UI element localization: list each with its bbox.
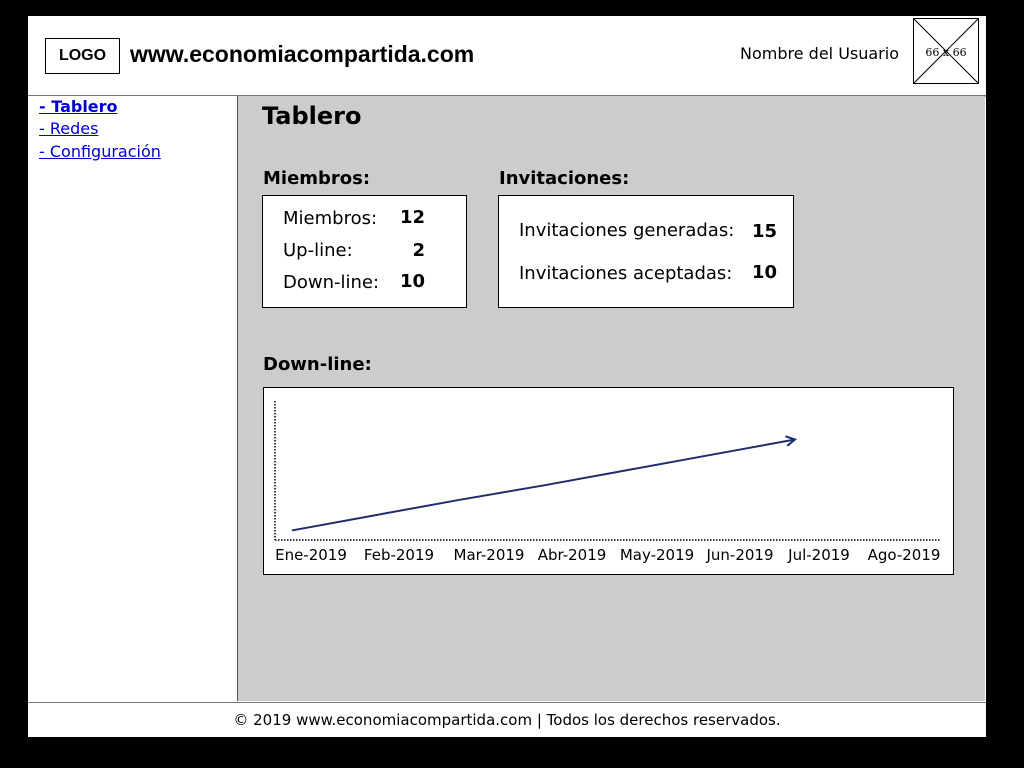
sidebar: - Tablero - Redes - Configuración [28,96,238,701]
x-tick-label: Abr-2019 [538,546,607,564]
header: LOGO www.economiacompartida.com Nombre d… [28,16,986,97]
invitations-accepted-value: 10 [751,262,777,283]
avatar-size-label: 66 x 66 [925,46,967,59]
upline-value: 2 [412,240,425,261]
members-heading: Miembros: [263,168,371,189]
arrow-head-icon [785,435,798,447]
site-title: www.economiacompartida.com [130,41,475,67]
invitations-generated-value: 15 [751,221,777,242]
footer: © 2019 www.economiacompartida.com | Todo… [28,702,986,737]
x-tick-label: May-2019 [620,546,694,564]
main-content: Tablero Miembros: Miembros: 12 Up-line: … [238,96,985,701]
sidebar-item-tablero[interactable]: - Tablero [39,97,118,116]
invitations-card: Invitaciones generadas: 15 Invitaciones … [498,195,794,308]
sidebar-item-configuracion[interactable]: - Configuración [39,142,161,161]
upline-label: Up-line: [283,240,353,261]
x-tick-label: Ago-2019 [868,546,941,564]
invitations-generated-label: Invitaciones generadas: [519,220,735,241]
invitations-heading: Invitaciones: [499,168,630,189]
sidebar-item-redes[interactable]: - Redes [39,119,99,138]
invitations-accepted-label: Invitaciones aceptadas: [519,263,733,284]
downline-value: 10 [399,271,425,292]
avatar[interactable]: 66 x 66 [913,18,979,84]
avatar-placeholder-icon [914,19,978,83]
downline-chart-card: Ene-2019 Feb-2019 Mar-2019 Abr-2019 May-2019… [263,387,954,575]
x-tick-label: Mar-2019 [454,546,525,564]
x-tick-label: Feb-2019 [364,546,434,564]
page-title: Tablero [262,102,362,130]
user-name[interactable]: Nombre del Usuario [740,44,899,63]
x-tick-label: Ene-2019 [275,546,347,564]
downline-chart: Ene-2019 Feb-2019 Mar-2019 Abr-2019 May-2019… [274,401,941,564]
series-line [291,438,796,532]
members-label: Miembros: [283,208,378,229]
downline-chart-heading: Down-line: [263,354,372,375]
logo[interactable]: LOGO [45,38,120,74]
x-tick-label: Jun-2019 [705,546,773,564]
members-card: Miembros: 12 Up-line: 2 Down-line: 10 [262,195,467,308]
members-value: 12 [399,207,425,228]
page: LOGO www.economiacompartida.com Nombre d… [28,16,986,737]
downline-label: Down-line: [283,272,380,293]
x-tick-label: Jul-2019 [787,546,850,564]
